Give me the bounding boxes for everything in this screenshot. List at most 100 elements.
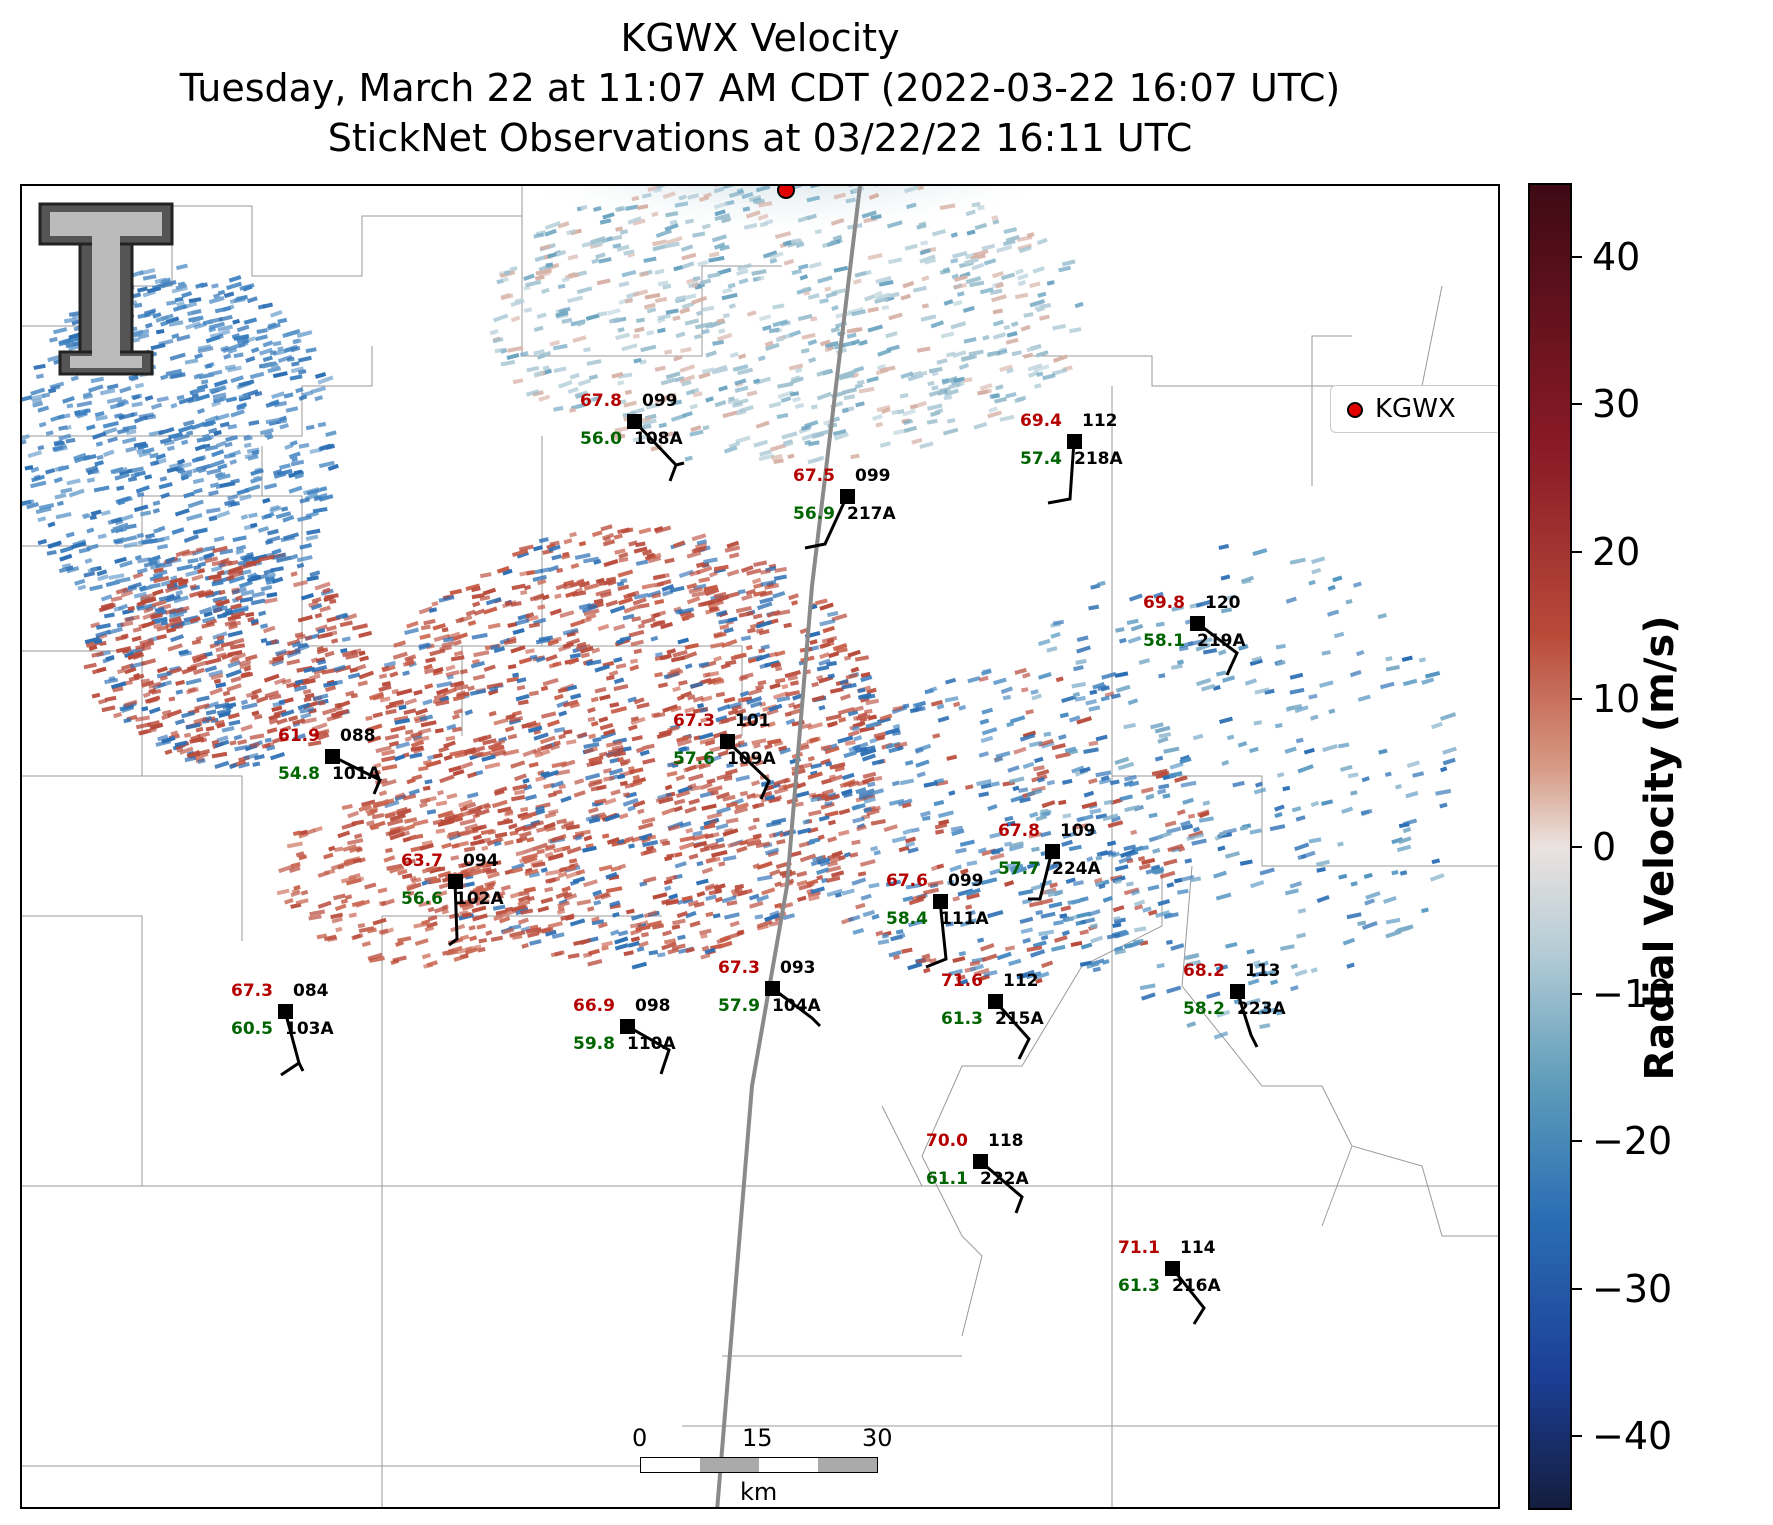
scale-bar-unit: km bbox=[740, 1478, 778, 1506]
station-dewpoint: 58.1 bbox=[1143, 631, 1185, 651]
station-id: 110A bbox=[627, 1034, 676, 1054]
colorbar-tick-label: −30 bbox=[1592, 1266, 1673, 1311]
colorbar-tick-label: 30 bbox=[1592, 382, 1641, 427]
station-wind-direction: 101 bbox=[735, 711, 771, 731]
station-marker[interactable] bbox=[1165, 1261, 1180, 1276]
station-id: 216A bbox=[1172, 1276, 1221, 1296]
station-marker[interactable] bbox=[325, 749, 340, 764]
wind-barb bbox=[280, 1010, 305, 1077]
station-marker[interactable] bbox=[278, 1004, 293, 1019]
station-marker[interactable] bbox=[1190, 616, 1205, 631]
radar-map[interactable]: KGWX 67.8 099 56.0 108A 67.5 099 56.9 217A 69.4 1… bbox=[20, 184, 1500, 1509]
station-dewpoint: 57.6 bbox=[673, 749, 715, 769]
station-marker[interactable] bbox=[973, 1154, 988, 1169]
colorbar-tick-label: 10 bbox=[1592, 677, 1641, 722]
radar-site-legend-icon bbox=[1347, 402, 1363, 418]
colorbar-title: Radial Velocity (m/s) bbox=[1637, 615, 1683, 1081]
station-marker[interactable] bbox=[1067, 434, 1082, 449]
wind-barb bbox=[331, 754, 382, 795]
wind-barb bbox=[1028, 850, 1054, 901]
station-temperature: 67.3 bbox=[673, 711, 715, 731]
station-temperature: 67.8 bbox=[998, 821, 1040, 841]
station-id: 215A bbox=[995, 1009, 1044, 1029]
colorbar-tick-mark bbox=[1572, 845, 1582, 848]
station-dewpoint: 60.5 bbox=[231, 1019, 273, 1039]
scale-bar-segment bbox=[759, 1458, 818, 1472]
title-line-1: KGWX Velocity bbox=[620, 16, 900, 60]
velocity-colorbar bbox=[1528, 183, 1572, 1510]
colorbar-tick-mark bbox=[1572, 1435, 1582, 1438]
wind-barb bbox=[632, 419, 685, 482]
station-wind-direction: 099 bbox=[642, 391, 678, 411]
station-marker[interactable] bbox=[765, 981, 780, 996]
station-id: 219A bbox=[1197, 631, 1246, 651]
station-temperature: 71.1 bbox=[1118, 1238, 1160, 1258]
station-dewpoint: 54.8 bbox=[278, 764, 320, 784]
station-temperature: 70.0 bbox=[926, 1131, 968, 1151]
station-marker[interactable] bbox=[933, 894, 948, 909]
station-dewpoint: 57.4 bbox=[1020, 449, 1062, 469]
station-id: 217A bbox=[847, 504, 896, 524]
wind-barb bbox=[804, 495, 849, 550]
colorbar-tick-label: −10 bbox=[1592, 971, 1673, 1016]
station-marker[interactable] bbox=[988, 994, 1003, 1009]
station-temperature: 66.9 bbox=[573, 996, 615, 1016]
station-temperature: 67.6 bbox=[886, 871, 928, 891]
station-marker[interactable] bbox=[448, 874, 463, 889]
station-temperature: 67.3 bbox=[718, 958, 760, 978]
legend-label: KGWX bbox=[1375, 394, 1456, 424]
title-line-2: Tuesday, March 22 at 11:07 AM CDT (2022-… bbox=[179, 66, 1341, 110]
wind-barb bbox=[1196, 621, 1239, 676]
station-wind-direction: 093 bbox=[780, 958, 816, 978]
station-wind-direction: 113 bbox=[1245, 961, 1281, 981]
station-dewpoint: 56.9 bbox=[793, 504, 835, 524]
station-marker[interactable] bbox=[840, 489, 855, 504]
station-wind-direction: 094 bbox=[463, 851, 499, 871]
station-wind-direction: 112 bbox=[1003, 971, 1039, 991]
station-wind-direction: 099 bbox=[948, 871, 984, 891]
title-line-3: StickNet Observations at 03/22/22 16:11 … bbox=[327, 116, 1193, 160]
colorbar-tick-mark bbox=[1572, 698, 1582, 701]
wind-barb bbox=[1047, 440, 1076, 505]
station-id: 224A bbox=[1052, 859, 1101, 879]
map-legend: KGWX bbox=[1330, 385, 1498, 433]
colorbar-tick-mark bbox=[1572, 550, 1582, 553]
wind-barb bbox=[979, 1159, 1024, 1214]
station-dewpoint: 59.8 bbox=[573, 1034, 615, 1054]
scale-bar-segment bbox=[818, 1458, 877, 1472]
colorbar-tick-mark bbox=[1572, 403, 1582, 406]
station-temperature: 67.5 bbox=[793, 466, 835, 486]
station-wind-direction: 098 bbox=[635, 996, 671, 1016]
station-dewpoint: 61.3 bbox=[941, 1009, 983, 1029]
texas-tech-logo-icon bbox=[38, 202, 174, 376]
station-marker[interactable] bbox=[620, 1019, 635, 1034]
station-id: 104A bbox=[772, 996, 821, 1016]
station-temperature: 67.3 bbox=[231, 981, 273, 1001]
station-id: 101A bbox=[332, 764, 381, 784]
interstate-highway bbox=[715, 186, 862, 1507]
colorbar-tick-mark bbox=[1572, 992, 1582, 995]
station-marker[interactable] bbox=[1045, 844, 1060, 859]
station-id: 218A bbox=[1074, 449, 1123, 469]
station-temperature: 63.7 bbox=[401, 851, 443, 871]
scale-bar-label: 30 bbox=[862, 1424, 893, 1452]
wind-barbs bbox=[280, 419, 1259, 1325]
radar-site-marker bbox=[777, 186, 795, 199]
station-dewpoint: 56.0 bbox=[580, 429, 622, 449]
station-wind-direction: 084 bbox=[293, 981, 329, 1001]
colorbar-tick-mark bbox=[1572, 1140, 1582, 1143]
station-wind-direction: 109 bbox=[1060, 821, 1096, 841]
wind-barb bbox=[626, 1024, 671, 1075]
station-marker[interactable] bbox=[627, 414, 642, 429]
station-temperature: 69.4 bbox=[1020, 411, 1062, 431]
station-dewpoint: 57.9 bbox=[718, 996, 760, 1016]
station-marker[interactable] bbox=[720, 734, 735, 749]
scale-bar-label: 0 bbox=[632, 1424, 648, 1452]
station-dewpoint: 61.3 bbox=[1118, 1276, 1160, 1296]
wind-barb bbox=[925, 900, 948, 969]
colorbar-tick-label: 0 bbox=[1592, 824, 1617, 869]
station-dewpoint: 58.4 bbox=[886, 909, 928, 929]
station-marker[interactable] bbox=[1230, 984, 1245, 999]
station-wind-direction: 114 bbox=[1180, 1238, 1216, 1258]
station-temperature: 68.2 bbox=[1183, 961, 1225, 981]
